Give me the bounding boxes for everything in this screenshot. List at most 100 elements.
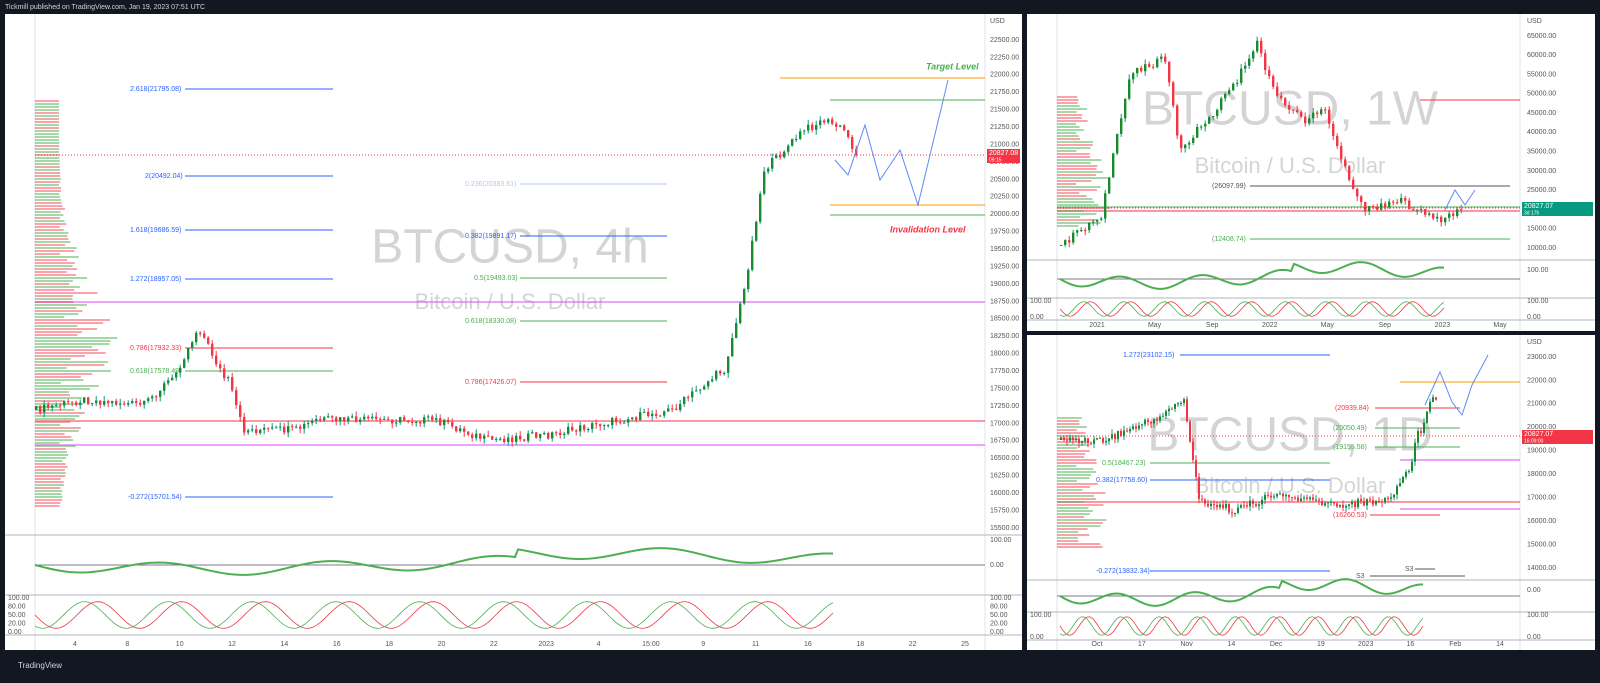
candle-body <box>1176 105 1179 136</box>
candle-body <box>707 381 710 387</box>
candle-body <box>803 130 806 132</box>
candle-body <box>391 419 394 424</box>
volume-profile-bar <box>35 313 79 315</box>
candle-body <box>1075 438 1077 441</box>
candle-body <box>1339 504 1341 507</box>
price-axis-label: 22500.00 <box>990 37 1019 44</box>
volume-profile-bar <box>35 394 70 396</box>
volume-profile-bar <box>35 169 60 171</box>
candle-body <box>1360 499 1362 501</box>
candle-body <box>1428 213 1431 215</box>
price-axis-label: 19750.00 <box>990 229 1019 236</box>
volume-profile-bar <box>35 184 60 186</box>
volume-profile-bar <box>1057 105 1080 107</box>
fib-label: S3 <box>1356 573 1365 580</box>
stoch-d <box>1059 301 1445 317</box>
volume-profile-bar <box>1057 138 1081 140</box>
candle-body <box>835 123 838 127</box>
candle-body <box>1135 426 1137 429</box>
candle-body <box>1426 411 1428 423</box>
candle-body <box>623 422 626 424</box>
price-axis-label: 22000.00 <box>990 72 1019 79</box>
volume-profile-bar <box>35 109 60 111</box>
fib-label: -0.272(13832.34) <box>1096 568 1150 575</box>
price-axis-label: 15000.00 <box>1527 541 1556 548</box>
time-axis-label: 2022 <box>1262 322 1278 329</box>
volume-profile-bar <box>35 130 60 132</box>
volume-profile-bar <box>35 211 61 213</box>
time-axis-label: Oct <box>1092 641 1103 648</box>
candle-body <box>295 426 298 428</box>
candle-body <box>1234 512 1236 514</box>
volume-profile-bar <box>35 334 78 336</box>
candle-body <box>543 433 546 435</box>
candle-body <box>1376 206 1379 210</box>
volume-profile-bar <box>1057 504 1104 506</box>
volume-profile-bar <box>35 412 85 414</box>
candle-body <box>747 269 750 290</box>
price-tag-bg <box>987 149 1020 163</box>
panel-1w <box>1027 14 1595 331</box>
price-axis-label: 10000.00 <box>1527 245 1556 252</box>
volume-profile-bar <box>35 112 60 114</box>
candle-body <box>323 417 326 421</box>
time-axis-label: 18 <box>385 641 393 648</box>
candle-body <box>279 426 282 428</box>
candle-body <box>439 418 442 426</box>
candle-body <box>1252 500 1254 505</box>
candle-body <box>115 400 118 405</box>
osc2-axis-label-left: 100.00 <box>8 595 30 602</box>
candle-body <box>195 332 198 343</box>
volume-profile-bar <box>35 205 63 207</box>
volume-profile-bar <box>35 175 61 177</box>
candle-body <box>791 139 794 146</box>
candle-body <box>239 405 242 417</box>
volume-profile-bar <box>35 319 110 321</box>
candle-body <box>843 125 846 131</box>
volume-profile-bar <box>1057 429 1077 431</box>
fib-label: 2.618(21795.08) <box>130 86 181 93</box>
candle-body <box>1100 218 1103 220</box>
volume-profile-bar <box>35 241 71 243</box>
candle-body <box>1180 135 1183 149</box>
candle-body <box>1136 67 1139 74</box>
volume-profile-bar <box>1057 420 1080 422</box>
price-axis-label: 50000.00 <box>1527 91 1556 98</box>
candle-body <box>1093 439 1095 444</box>
volume-profile-bar <box>1057 180 1092 182</box>
osc2-axis-label: 80.00 <box>990 603 1008 610</box>
candle-body <box>1132 73 1135 80</box>
volume-profile-bar <box>35 307 77 309</box>
candle-body <box>1272 76 1275 87</box>
candle-body <box>1108 177 1111 194</box>
volume-profile-bar <box>35 298 73 300</box>
price-axis-label: 17000.00 <box>1527 495 1556 502</box>
fib-label: 0.5(18467.23) <box>1102 460 1146 467</box>
price-axis-label: 20250.00 <box>990 194 1019 201</box>
volume-profile-bar <box>35 364 105 366</box>
osc2-axis-label: 50.00 <box>990 612 1008 619</box>
candle-body <box>811 124 814 130</box>
time-axis-label: 2023 <box>1435 322 1451 329</box>
candle-body <box>1268 69 1271 77</box>
candle-body <box>1198 476 1200 499</box>
osc-axis-label: 100.00 <box>990 537 1012 544</box>
candle-body <box>1420 209 1423 211</box>
candle-body <box>1435 397 1437 400</box>
candle-body <box>1216 109 1219 117</box>
candle-body <box>163 383 166 391</box>
volume-profile-bar <box>35 391 69 393</box>
time-axis-label: Feb <box>1449 641 1461 648</box>
candle-body <box>599 424 602 427</box>
candle-body <box>443 419 446 426</box>
candle-body <box>319 418 322 421</box>
candle-body <box>363 416 366 420</box>
volume-profile-bar <box>1057 528 1088 530</box>
osc2-axis-label-left: 0.00 <box>1030 314 1044 321</box>
candle-body <box>211 343 214 356</box>
volume-profile-bar <box>35 139 60 141</box>
candle-body <box>1186 399 1188 422</box>
osc-axis-label: 0.00 <box>1527 587 1541 594</box>
candle-body <box>1072 232 1075 243</box>
time-axis-label: 9 <box>701 641 705 648</box>
